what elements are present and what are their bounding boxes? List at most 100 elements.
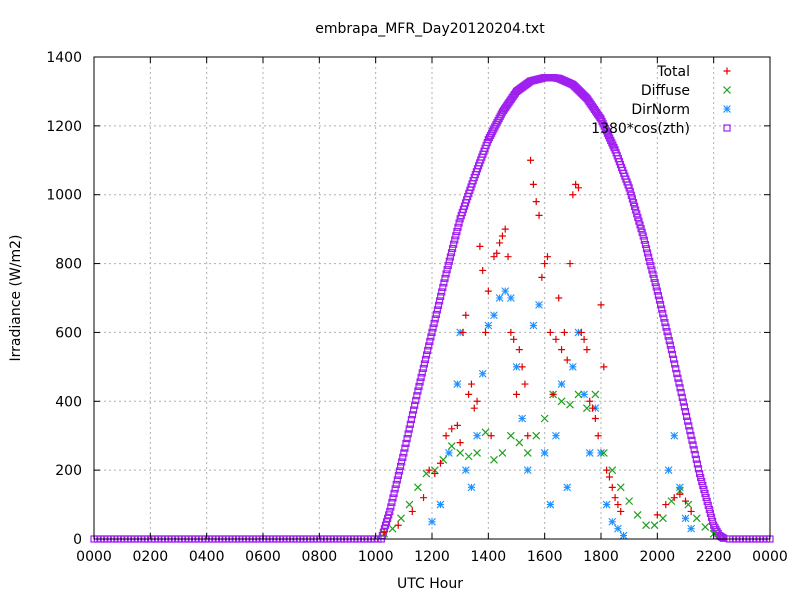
total-point (546, 328, 554, 336)
cos-zth-point (418, 369, 426, 377)
legend-label: Total (656, 64, 690, 80)
diffuse-point (532, 431, 541, 440)
cos-zth-point (682, 412, 691, 420)
cos-zth-point (398, 458, 406, 466)
cos-zth-point (653, 287, 661, 295)
cos-zth-point (677, 388, 685, 397)
cos-zth-point (669, 355, 678, 363)
dirnorm-point (428, 517, 436, 526)
total-point (538, 273, 546, 281)
cos-zth-point (666, 341, 674, 349)
cos-zth-point (455, 219, 463, 227)
diffuse-point (515, 438, 524, 447)
diffuse-point (625, 497, 634, 506)
series-diffuse (380, 390, 718, 538)
cos-zth-point (692, 455, 700, 463)
cos-zth-point (658, 305, 666, 313)
cos-zth-point (389, 494, 397, 502)
cos-zth-point (686, 427, 694, 435)
total-point (603, 466, 611, 474)
cos-zth-point (443, 266, 451, 274)
cos-zth-point (703, 497, 711, 505)
total-point (586, 397, 594, 405)
cos-zth-point (601, 124, 609, 133)
total-point (442, 432, 450, 440)
dirnorm-point (506, 294, 515, 302)
cos-zth-point (408, 411, 417, 419)
cos-zth-point (416, 378, 424, 386)
cos-zth-point (409, 406, 418, 414)
cos-zth-point (649, 270, 657, 278)
x-tick-label: 1800 (583, 549, 619, 565)
total-point (470, 404, 478, 412)
diffuse-point (591, 390, 600, 399)
dirnorm-point (552, 431, 560, 440)
cos-zth-point (688, 436, 696, 444)
cos-zth-point (636, 221, 644, 229)
total-point (676, 490, 684, 498)
total-point (591, 415, 599, 422)
y-tick-label: 1200 (46, 119, 82, 135)
cos-zth-point (690, 446, 698, 454)
cos-zth-point (446, 253, 455, 261)
cos-zth-point (603, 129, 612, 137)
diffuse-point (490, 455, 498, 464)
cos-zth-point (407, 415, 416, 424)
cos-zth-point (706, 509, 715, 517)
total-point (594, 432, 602, 440)
total-point (484, 287, 492, 295)
total-point (473, 397, 481, 405)
total-point (532, 198, 540, 206)
dirnorm-point (580, 390, 588, 399)
cos-zth-point (675, 379, 683, 387)
cos-zth-point (667, 346, 676, 354)
cos-zth-point (403, 435, 411, 443)
total-point (504, 253, 512, 261)
dirnorm-point (495, 294, 504, 302)
cos-zth-point (655, 296, 664, 304)
total-point (524, 432, 532, 440)
total-point (617, 507, 625, 515)
cos-zth-point (386, 507, 394, 516)
total-point (555, 294, 563, 302)
dirnorm-point (614, 524, 622, 533)
cos-zth-point (640, 236, 648, 244)
cos-zth-point (428, 328, 436, 337)
cos-zth-point (681, 408, 690, 416)
total-point (380, 528, 388, 536)
cos-zth-point (700, 485, 708, 494)
x-tick-label: 0000 (76, 549, 112, 565)
cos-zth-point (656, 301, 665, 309)
cos-zth-point (426, 337, 434, 346)
total-point (529, 180, 537, 188)
cos-zth-point (422, 351, 431, 359)
cos-zth-point (628, 195, 637, 203)
cos-zth-point (447, 249, 456, 257)
cos-zth-point (646, 257, 654, 266)
x-tick-label: 1000 (358, 549, 394, 565)
total-point (507, 328, 515, 336)
cos-zth-point (434, 301, 443, 310)
diffuse-point (650, 521, 659, 530)
x-tick-label: 1200 (414, 549, 450, 565)
y-tick-label: 1000 (46, 188, 82, 204)
cos-zth-point (659, 310, 667, 318)
cos-zth-point (691, 450, 699, 459)
cos-zth-point (632, 206, 640, 214)
dirnorm-point (681, 514, 690, 523)
diffuse-point (523, 449, 532, 457)
diffuse-point (481, 428, 490, 437)
cos-zth-point (430, 319, 438, 328)
diffuse-point (464, 452, 473, 461)
cos-zth-point (442, 270, 450, 278)
cos-zth-point (639, 232, 647, 240)
cos-zth-point (684, 417, 692, 425)
cos-zth-point (680, 403, 689, 411)
total-point (589, 404, 597, 412)
cos-zth-point (445, 257, 453, 265)
total-point (521, 380, 529, 388)
total-point (462, 311, 470, 319)
cos-zth-point (395, 467, 404, 475)
dirnorm-point (461, 466, 470, 475)
